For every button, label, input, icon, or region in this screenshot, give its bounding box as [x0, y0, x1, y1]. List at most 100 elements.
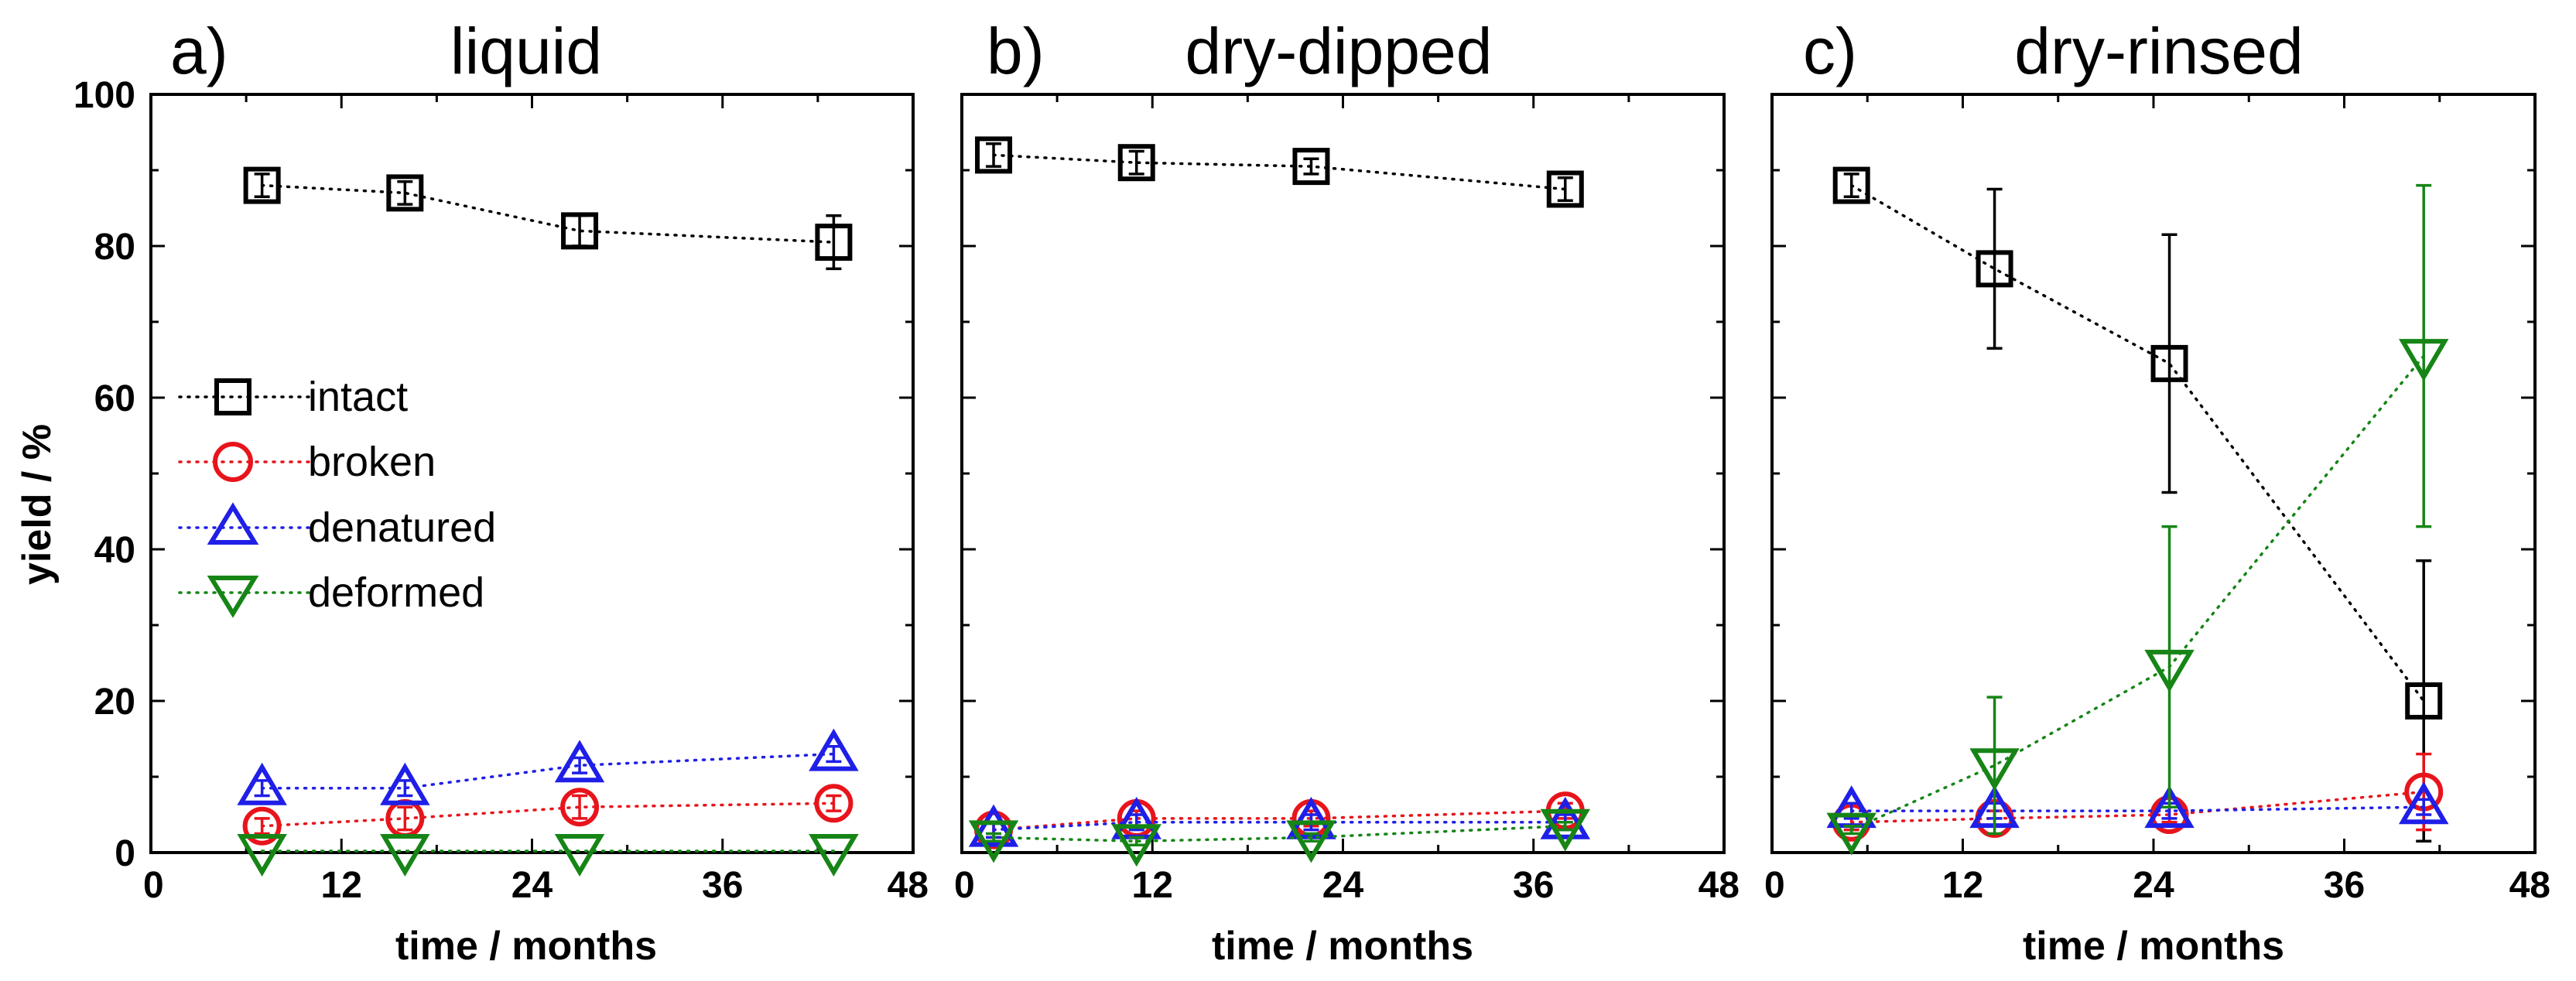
legend-label-denatured: denatured — [308, 504, 496, 551]
data-point-deformed — [554, 834, 605, 877]
data-point-deformed — [1286, 820, 1336, 863]
data-point-deformed — [1969, 748, 2020, 791]
series-line-intact — [992, 153, 1567, 191]
data-point-denatured — [809, 728, 859, 771]
data-point-intact — [1976, 250, 2013, 288]
x-tick-label: 36 — [1513, 865, 1554, 906]
data-point-deformed — [968, 820, 1019, 863]
data-point-intact — [2150, 344, 2188, 382]
panel-liquid: a) liquid 0 12 24 36 48 0 20 40 60 80 10… — [74, 15, 929, 969]
data-point-denatured — [237, 762, 287, 805]
series-line-denatured — [1849, 805, 2425, 812]
x-axis-label-liquid: time / months — [395, 924, 657, 969]
data-point-intact — [1117, 144, 1155, 182]
plot-frame-dry-dipped — [960, 93, 1726, 854]
x-tick-label: 0 — [143, 865, 164, 906]
x-tick-labels-dry-rinsed: 0 12 24 36 48 — [1764, 865, 2550, 906]
x-tick-label: 48 — [2509, 865, 2550, 906]
y-tick-label: 60 — [94, 378, 135, 419]
y-tick-label: 100 — [74, 75, 135, 116]
x-tick-label: 48 — [1699, 865, 1740, 906]
data-point-broken — [560, 788, 600, 827]
data-marks-dry-rinsed — [1826, 166, 2449, 856]
legend: intact broken denatured deformed — [178, 374, 496, 618]
x-tick-label: 12 — [1132, 865, 1173, 906]
y-axis-label: yield / % — [15, 424, 60, 585]
x-tick-label: 48 — [888, 865, 929, 906]
data-point-deformed — [1540, 808, 1591, 852]
x-tick-labels-dry-dipped: 0 12 24 36 48 — [954, 865, 1740, 906]
data-point-deformed — [380, 834, 430, 877]
x-tick-label: 0 — [1764, 865, 1785, 906]
y-tick-labels-liquid: 0 20 40 60 80 100 — [74, 75, 135, 874]
data-point-intact — [1832, 166, 1870, 204]
panel-title-dry-dipped: dry-dipped — [1185, 15, 1493, 87]
data-point-intact — [386, 174, 424, 212]
series-line-deformed — [1849, 354, 2425, 832]
data-point-intact — [815, 224, 853, 261]
data-point-deformed — [809, 834, 859, 877]
data-point-intact — [2405, 682, 2443, 720]
y-tick-label: 0 — [115, 833, 135, 874]
legend-marker-intact — [214, 378, 251, 415]
x-tick-label: 36 — [2324, 865, 2365, 906]
panel-letter-a: a) — [170, 15, 228, 87]
x-tick-labels-liquid: 0 12 24 36 48 — [143, 865, 929, 906]
series-line-intact — [260, 183, 836, 244]
x-tick-label: 24 — [2133, 865, 2174, 906]
series-line-intact — [1849, 183, 2425, 702]
axis-ticks-liquid — [149, 93, 915, 854]
data-point-intact — [1292, 148, 1330, 186]
y-tick-label: 40 — [94, 530, 135, 571]
x-tick-label: 24 — [511, 865, 553, 906]
x-axis-label-dry-dipped: time / months — [1212, 924, 1473, 969]
panel-dry-rinsed: c) dry-rinsed 0 12 24 36 48 time / month… — [1764, 15, 2550, 969]
data-point-deformed — [2398, 339, 2449, 382]
legend-label-intact: intact — [308, 374, 408, 420]
y-tick-label: 20 — [94, 682, 135, 723]
x-tick-label: 36 — [702, 865, 743, 906]
plot-frame-dry-rinsed — [1770, 93, 2537, 854]
legend-label-deformed: deformed — [308, 569, 484, 616]
panel-title-liquid: liquid — [450, 15, 602, 87]
data-point-intact — [243, 166, 281, 204]
data-point-broken — [242, 806, 282, 846]
panel-letter-b: b) — [987, 15, 1045, 87]
legend-label-broken: broken — [308, 439, 436, 485]
panel-title-dry-rinsed: dry-rinsed — [2014, 15, 2303, 87]
x-tick-label: 12 — [321, 865, 362, 906]
data-point-denatured — [2398, 781, 2449, 825]
legend-marker-broken — [213, 442, 253, 482]
data-point-deformed — [237, 834, 287, 877]
legend-marker-deformed — [207, 576, 259, 618]
x-tick-label: 24 — [1322, 865, 1364, 906]
data-marks-liquid — [237, 166, 859, 877]
data-point-deformed — [2144, 649, 2195, 692]
data-marks-dry-dipped — [968, 136, 1591, 867]
series-line-broken — [992, 809, 1567, 832]
series-line-broken — [1849, 790, 2425, 824]
series-line-broken — [260, 802, 836, 828]
y-tick-label: 80 — [94, 227, 135, 268]
panel-letter-c: c) — [1803, 15, 1857, 87]
data-point-intact — [561, 212, 599, 250]
series-line-denatured — [992, 821, 1567, 832]
plot-frame-liquid — [149, 93, 915, 854]
axis-ticks-dry-dipped — [960, 93, 1726, 854]
data-point-denatured — [380, 762, 430, 805]
data-point-intact — [975, 136, 1013, 174]
x-axis-label-dry-rinsed: time / months — [2023, 924, 2284, 969]
x-tick-label: 0 — [954, 865, 975, 906]
data-point-deformed — [1826, 812, 1876, 856]
panel-dry-dipped: b) dry-dipped 0 12 24 36 48 time / month… — [954, 15, 1740, 969]
axis-ticks-dry-rinsed — [1770, 93, 2537, 854]
data-point-intact — [1546, 170, 1584, 208]
data-point-denatured — [968, 804, 1019, 847]
data-point-denatured — [554, 740, 605, 783]
data-point-deformed — [1111, 824, 1161, 867]
legend-marker-denatured — [207, 502, 259, 545]
x-tick-label: 12 — [1942, 865, 1983, 906]
series-line-deformed — [992, 824, 1567, 843]
data-point-denatured — [2144, 785, 2195, 829]
